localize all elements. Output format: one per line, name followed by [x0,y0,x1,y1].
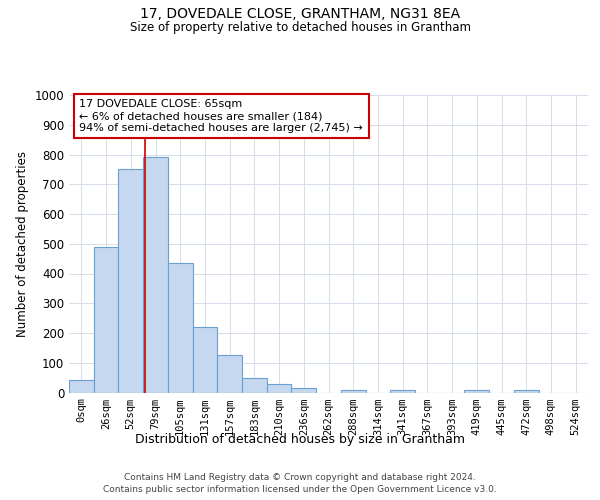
Bar [464,390,489,392]
Bar [168,263,193,392]
Bar [69,380,94,392]
Bar [514,390,539,392]
Bar [242,378,267,392]
Bar [193,327,217,392]
Text: 17, DOVEDALE CLOSE, GRANTHAM, NG31 8EA: 17, DOVEDALE CLOSE, GRANTHAM, NG31 8EA [140,8,460,22]
Bar [118,170,143,392]
Text: Contains HM Land Registry data © Crown copyright and database right 2024.: Contains HM Land Registry data © Crown c… [124,472,476,482]
Text: 17 DOVEDALE CLOSE: 65sqm
← 6% of detached houses are smaller (184)
94% of semi-d: 17 DOVEDALE CLOSE: 65sqm ← 6% of detache… [79,100,363,132]
Bar [292,388,316,392]
Bar [341,390,365,392]
Text: Contains public sector information licensed under the Open Government Licence v3: Contains public sector information licen… [103,485,497,494]
Bar [94,246,118,392]
Y-axis label: Number of detached properties: Number of detached properties [16,151,29,337]
Bar [143,158,168,392]
Text: Size of property relative to detached houses in Grantham: Size of property relative to detached ho… [130,21,470,34]
Bar [390,390,415,392]
Bar [267,384,292,392]
Bar [217,356,242,393]
Text: Distribution of detached houses by size in Grantham: Distribution of detached houses by size … [135,432,465,446]
